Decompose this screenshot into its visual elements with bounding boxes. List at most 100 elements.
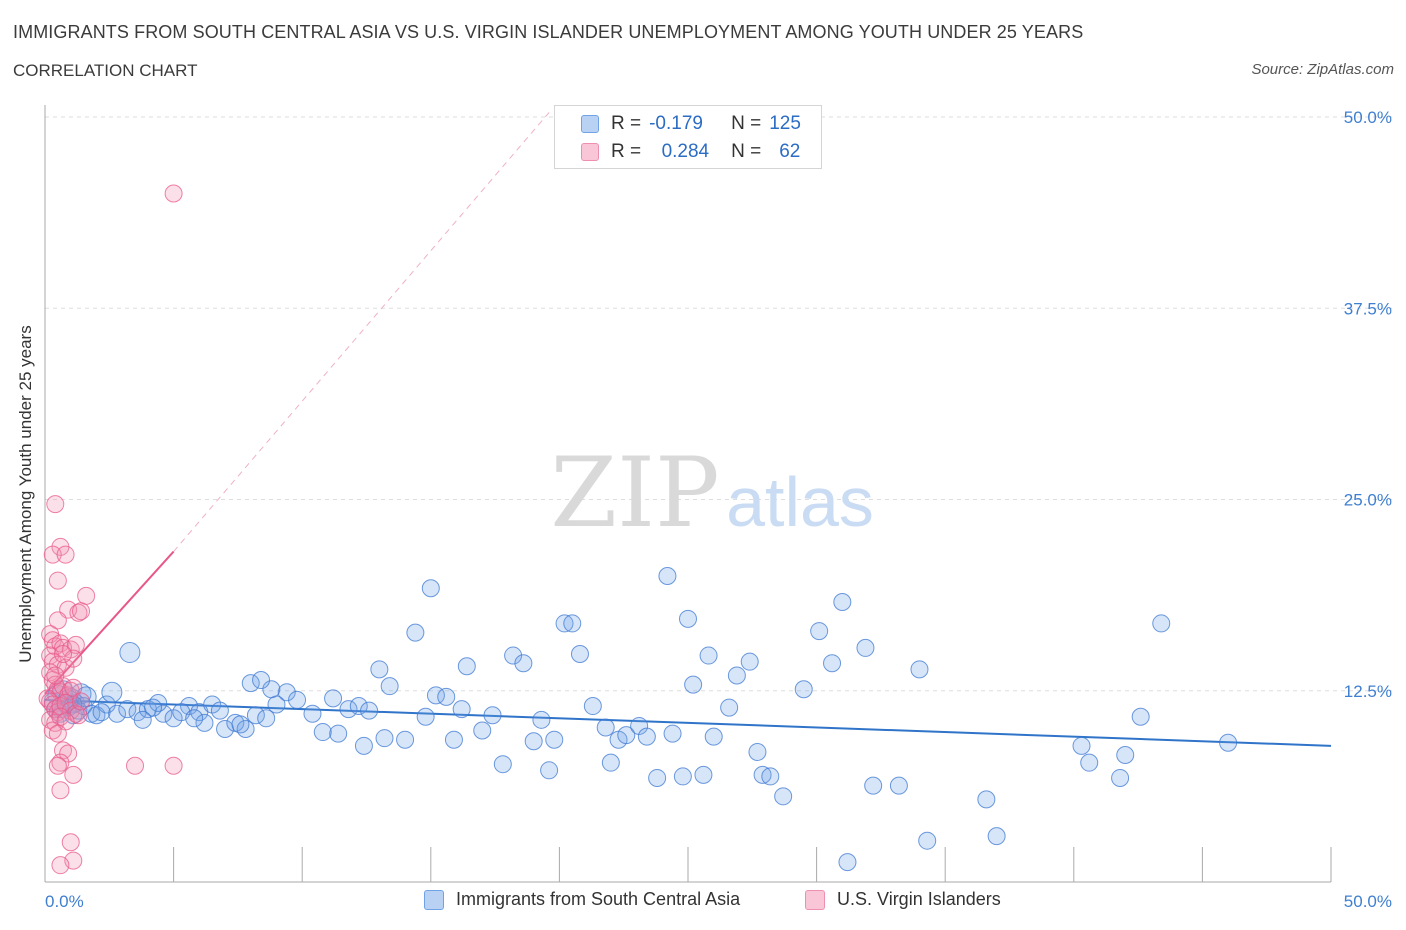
- legend-item-series1[interactable]: Immigrants from South Central Asia: [424, 889, 740, 910]
- legend-item-series2[interactable]: U.S. Virgin Islanders: [805, 889, 1001, 910]
- point-blue: [380, 677, 399, 696]
- point-blue: [753, 765, 772, 784]
- point-blue: [493, 755, 512, 774]
- stats-box: R = -0.179 N = 125 R = 0.284 N = 62: [554, 105, 822, 169]
- point-blue: [406, 623, 425, 642]
- x-tick-label: 50.0%: [1344, 892, 1392, 911]
- point-blue: [354, 736, 373, 755]
- point-blue: [457, 657, 476, 676]
- y-tick-label: 25.0%: [1344, 491, 1392, 510]
- watermark-atlas: atlas: [726, 463, 874, 541]
- point-blue: [794, 680, 813, 699]
- point-pink: [48, 756, 67, 775]
- trend-line-pink-extension: [173, 112, 550, 552]
- point-blue: [262, 680, 281, 699]
- point-pink: [51, 781, 70, 800]
- point-blue: [540, 761, 559, 780]
- point-pink: [46, 666, 65, 685]
- y-tick-label: 50.0%: [1344, 108, 1392, 127]
- data-points: [38, 184, 1238, 875]
- point-blue: [823, 654, 842, 673]
- y-axis-label: Unemployment Among Youth under 25 years: [16, 325, 35, 663]
- point-blue: [92, 703, 111, 722]
- point-blue: [918, 831, 937, 850]
- stats-r-label: R =: [611, 141, 642, 162]
- point-blue: [231, 715, 250, 734]
- point-blue: [421, 579, 440, 598]
- point-blue: [977, 790, 996, 809]
- point-blue: [154, 704, 173, 723]
- point-pink: [72, 692, 91, 711]
- point-blue: [288, 690, 307, 709]
- point-pink: [164, 756, 183, 775]
- stats-n-value: 125: [769, 113, 801, 134]
- x-tick-label: 0.0%: [45, 892, 84, 911]
- point-blue: [910, 660, 929, 679]
- point-blue: [563, 614, 582, 633]
- point-blue: [1080, 753, 1099, 772]
- chart-subtitle: CORRELATION CHART: [13, 61, 198, 80]
- point-blue: [1111, 768, 1130, 787]
- point-blue: [277, 683, 296, 702]
- point-blue: [864, 776, 883, 795]
- point-blue: [555, 614, 574, 633]
- point-blue: [617, 726, 636, 745]
- point-blue: [144, 698, 163, 717]
- point-blue: [694, 765, 713, 784]
- point-blue: [748, 742, 767, 761]
- point-blue: [101, 681, 123, 703]
- stats-swatch-blue: [581, 115, 599, 133]
- point-blue: [360, 701, 379, 720]
- point-blue: [370, 660, 389, 679]
- source-label: Source: ZipAtlas.com: [1251, 61, 1394, 78]
- point-blue: [195, 713, 214, 732]
- legend-label-series1: Immigrants from South Central Asia: [456, 889, 741, 909]
- axes: [44, 105, 1332, 883]
- point-blue: [838, 853, 857, 872]
- point-blue: [774, 787, 793, 806]
- legend-swatch-blue: [424, 889, 444, 910]
- tick-labels: 12.5% 25.0% 37.5% 50.0% 0.0% 50.0%: [45, 108, 1392, 911]
- point-blue: [524, 732, 543, 751]
- point-blue: [570, 645, 589, 664]
- point-blue: [856, 638, 875, 657]
- point-blue: [324, 689, 343, 708]
- point-pink: [43, 545, 62, 564]
- stats-row-series1: R = -0.179 N = 125: [581, 112, 801, 136]
- stats-n-value: 62: [779, 141, 801, 162]
- point-pink: [77, 586, 96, 605]
- stats-swatch-pink: [581, 143, 599, 161]
- point-blue: [545, 730, 564, 749]
- point-blue: [1152, 614, 1171, 633]
- point-blue: [252, 671, 271, 690]
- stats-row-series2: R = 0.284 N = 62: [581, 140, 800, 164]
- stats-n-label: N =: [731, 141, 762, 162]
- point-pink: [61, 833, 80, 852]
- point-blue: [416, 707, 435, 726]
- point-blue: [583, 697, 602, 716]
- point-blue: [684, 675, 703, 694]
- point-blue: [452, 700, 471, 719]
- trend-line-pink: [44, 550, 175, 695]
- point-blue: [740, 652, 759, 671]
- point-pink: [64, 649, 83, 668]
- watermark: ZIP atlas: [550, 437, 874, 549]
- point-blue: [483, 706, 502, 725]
- point-pink: [43, 721, 62, 740]
- point-pink: [46, 637, 65, 656]
- point-blue: [658, 567, 677, 585]
- point-blue: [339, 700, 358, 719]
- point-blue: [704, 727, 723, 746]
- point-blue: [1219, 733, 1238, 752]
- point-blue: [601, 753, 620, 772]
- watermark-zip: ZIP: [550, 437, 719, 549]
- point-pink: [48, 611, 67, 630]
- point-pink: [56, 545, 75, 564]
- chart-legend: Immigrants from South Central Asia U.S. …: [0, 889, 1406, 915]
- stats-r-value: -0.179: [649, 113, 703, 134]
- point-blue: [1131, 707, 1150, 726]
- point-blue: [375, 729, 394, 748]
- point-pink: [51, 856, 70, 875]
- point-pink: [126, 756, 145, 775]
- point-blue: [349, 697, 368, 716]
